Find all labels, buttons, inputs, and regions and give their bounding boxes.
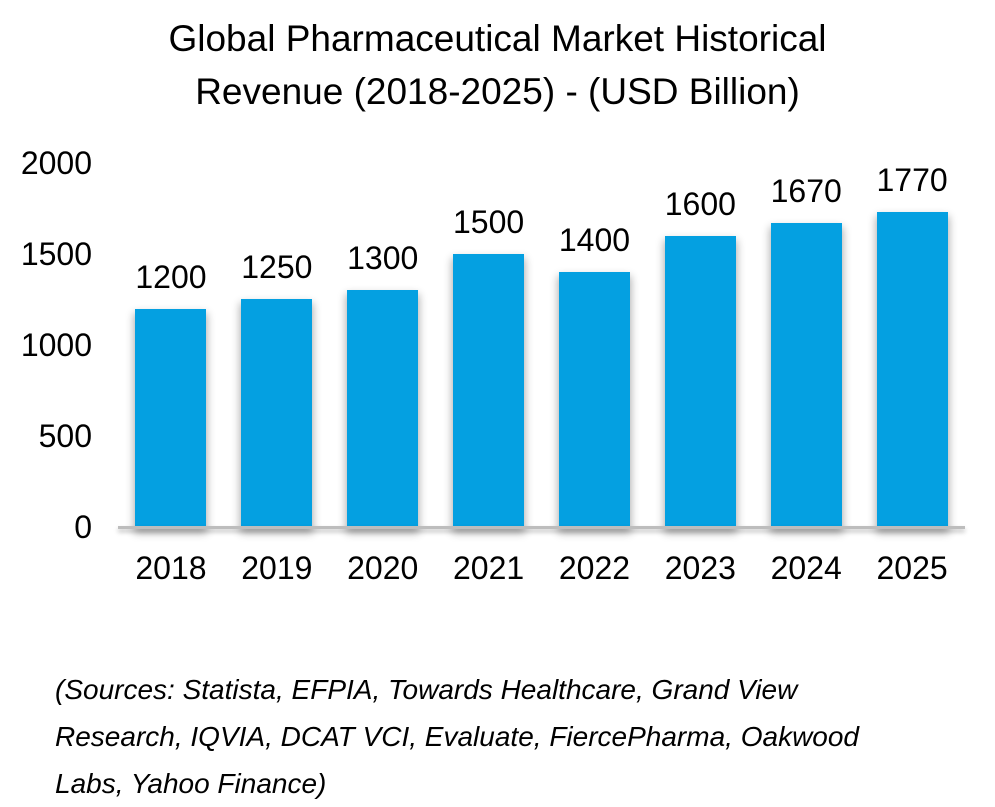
y-tick-label: 1500 [20, 236, 92, 272]
y-tick-label: 0 [74, 509, 92, 545]
y-tick-label: 500 [38, 418, 92, 454]
bar-value-label: 1670 [770, 173, 842, 209]
bar [453, 254, 525, 527]
bar [558, 272, 630, 527]
bar-slot: 1670 [753, 163, 859, 527]
bar-value-label: 1250 [241, 249, 313, 285]
y-tick-label: 2000 [20, 145, 92, 181]
x-tick-label: 2023 [664, 550, 736, 586]
bar-value-label: 1600 [664, 186, 736, 222]
x-tick-label: 2019 [241, 550, 313, 586]
bar-slot: 1770 [859, 163, 965, 527]
bar-value-label: 1770 [876, 162, 948, 198]
bar-slot: 1300 [330, 163, 436, 527]
source-note: (Sources: Statista, EFPIA, Towards Healt… [55, 674, 860, 799]
bar-slot: 1400 [542, 163, 648, 527]
y-tick-label: 1000 [20, 327, 92, 363]
x-axis-labels: 2018 2019 2020 2021 2022 2023 2024 2025 [118, 551, 965, 585]
x-tick-label: 2022 [558, 550, 631, 586]
bar-value-label: 1400 [558, 222, 631, 258]
bar [770, 223, 842, 527]
bar [664, 236, 736, 527]
bar [347, 290, 419, 527]
bar [241, 299, 313, 527]
bar-value-label: 1500 [452, 204, 525, 240]
bar [135, 309, 207, 527]
x-axis-line [118, 526, 965, 529]
x-tick-label: 2021 [452, 550, 525, 586]
x-tick-label: 2025 [876, 550, 948, 586]
chart-area: 1200 1250 1300 1500 1400 1600 1670 1770 2018 201… [118, 163, 965, 585]
bar-value-label: 1300 [347, 240, 419, 276]
bar-slot: 1600 [647, 163, 753, 527]
bar-value-label: 1200 [135, 259, 207, 295]
bar-slot: 1500 [436, 163, 542, 527]
x-tick-label: 2018 [135, 550, 207, 586]
chart-title: Global Pharmaceutical Market Historical … [168, 18, 827, 112]
plot-area: 1200 1250 1300 1500 1400 1600 1670 1770 [118, 163, 965, 529]
x-tick-label: 2020 [347, 550, 419, 586]
bar-slot: 1200 [118, 163, 224, 527]
bar [876, 212, 948, 527]
y-axis: 0 500 1000 1500 2000 [0, 146, 118, 544]
bar-slot: 1250 [224, 163, 330, 527]
x-tick-label: 2024 [770, 550, 842, 586]
